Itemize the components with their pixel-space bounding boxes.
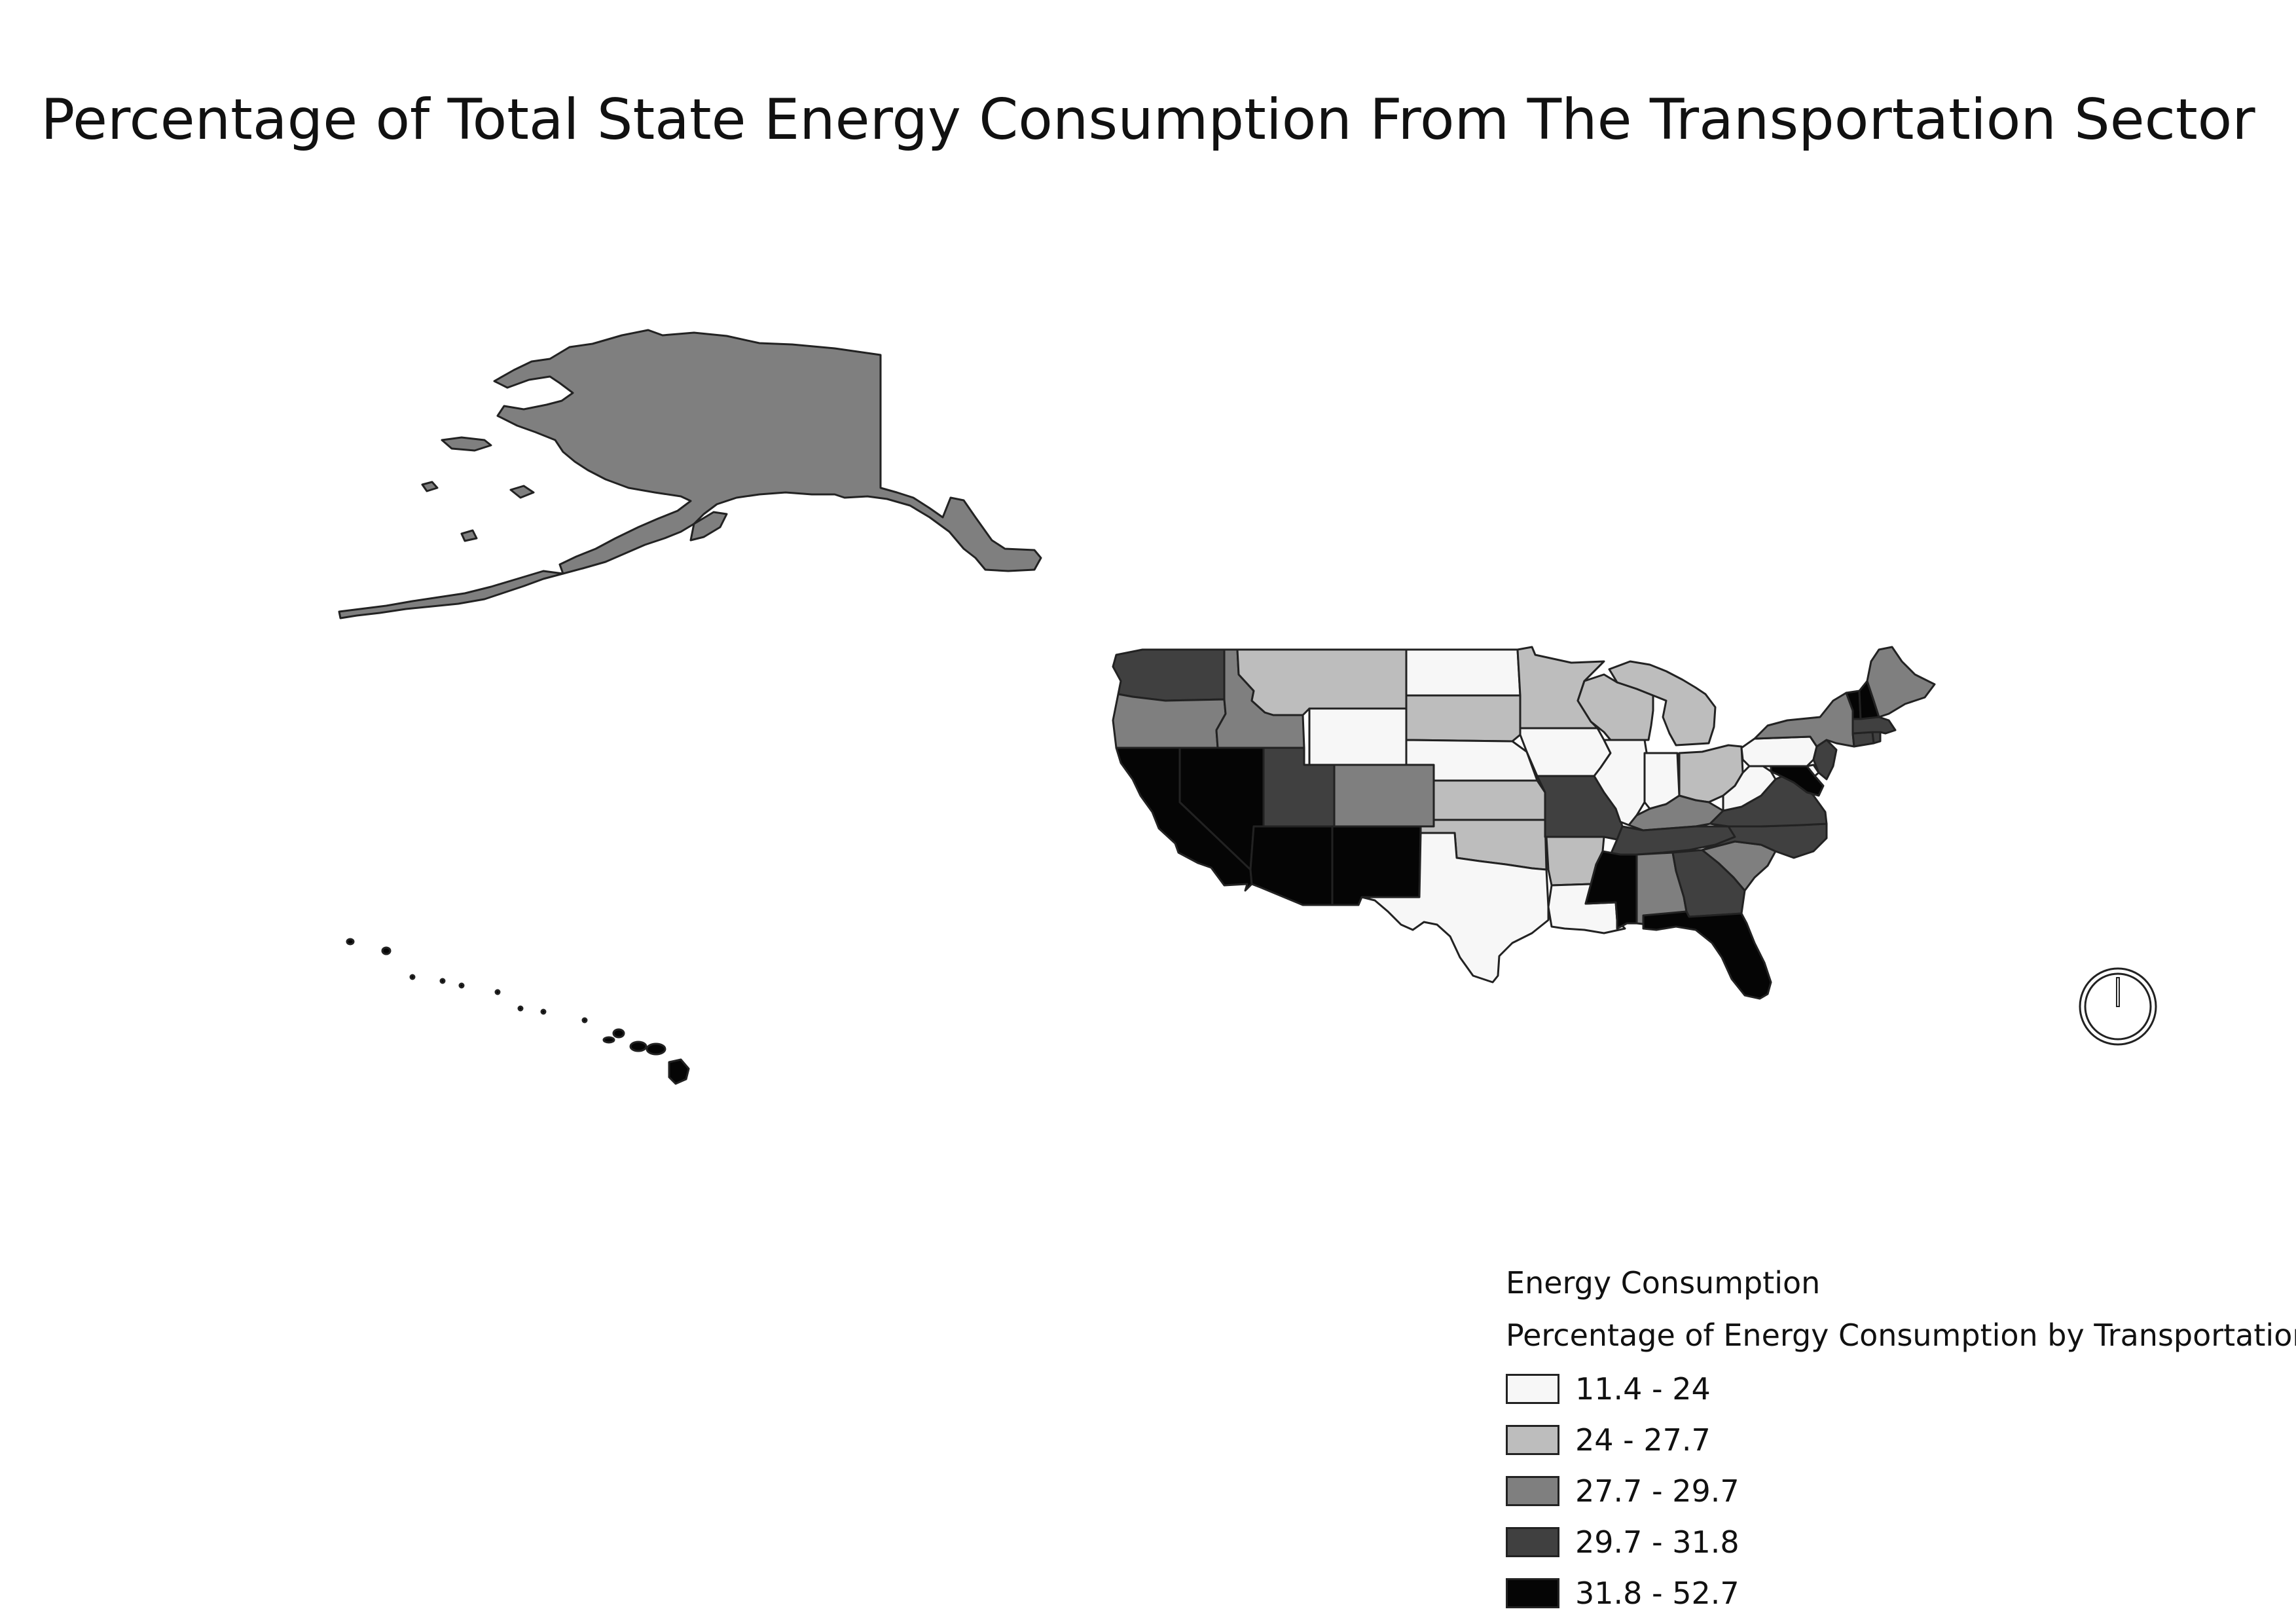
legend-title: Energy Consumption — [1506, 1265, 1821, 1301]
legend-swatch — [1506, 1578, 1559, 1608]
state-AK-island — [441, 436, 492, 452]
state-AK-island — [421, 481, 439, 492]
state-HI-island — [494, 989, 501, 995]
state-CT — [1851, 731, 1875, 748]
legend-label: 24 - 27.7 — [1575, 1422, 1711, 1458]
legend-item: 27.7 - 29.7 — [1506, 1466, 2291, 1517]
legend-swatch — [1506, 1374, 1559, 1404]
state-AK-island — [338, 570, 564, 619]
state-SD — [1405, 694, 1522, 743]
map-legend: Energy Consumption Percentage of Energy … — [1506, 1264, 2296, 1619]
legend-swatch — [1506, 1476, 1559, 1506]
state-DE — [1806, 764, 1820, 777]
state-HI-island — [629, 1041, 647, 1052]
north-arrow — [2079, 967, 2157, 1046]
state-HI — [668, 1058, 690, 1085]
legend-subtitle: Percentage of Energy Consumption by Tran… — [1506, 1318, 2296, 1353]
state-FL — [1642, 910, 1772, 1000]
state-WA — [1112, 648, 1226, 702]
legend-item: 24 - 27.7 — [1506, 1414, 2291, 1466]
state-HI-island — [602, 1036, 615, 1044]
state-MS — [1584, 850, 1638, 930]
legend-label: 29.7 - 31.8 — [1575, 1524, 1740, 1560]
state-TX — [1360, 832, 1550, 984]
legend-label: 11.4 - 24 — [1575, 1371, 1711, 1407]
state-HI-island — [439, 978, 446, 984]
legend-swatch — [1506, 1527, 1559, 1557]
state-NJ — [1812, 739, 1838, 781]
hawaii — [346, 938, 690, 1085]
state-AK-island — [689, 511, 728, 542]
state-WY — [1308, 707, 1408, 766]
map-title: Percentage of Total State Energy Consump… — [41, 87, 2255, 153]
state-HI-island — [409, 974, 416, 980]
state-IA — [1519, 727, 1612, 777]
state-HI-island — [646, 1043, 666, 1056]
state-HI-island — [517, 1005, 524, 1012]
north-arrow-icon — [2084, 972, 2152, 1041]
state-VT — [1845, 690, 1862, 720]
north-arrow-needle — [2116, 977, 2120, 1007]
state-ND — [1405, 648, 1522, 697]
state-CO — [1333, 764, 1435, 828]
state-AZ — [1249, 825, 1334, 906]
state-HI-island — [612, 1028, 625, 1039]
state-NM — [1331, 825, 1422, 906]
north-arrow-icon — [2079, 967, 2157, 1046]
legend-swatch — [1506, 1425, 1559, 1455]
legend-item: 31.8 - 52.7 — [1506, 1568, 2291, 1619]
legend-item: 11.4 - 24 — [1506, 1363, 2291, 1414]
legend-label: 27.7 - 29.7 — [1575, 1473, 1740, 1509]
state-HI-island — [381, 946, 392, 955]
state-MT — [1236, 648, 1408, 716]
state-PA — [1740, 735, 1818, 767]
alaska — [338, 329, 1042, 619]
state-AK-island — [509, 485, 535, 499]
state-HI-island — [458, 982, 465, 989]
contiguous-us — [1112, 646, 1936, 1000]
state-AK-island — [460, 529, 478, 542]
state-OR — [1112, 693, 1227, 749]
state-KS — [1432, 779, 1546, 821]
state-ME — [1866, 646, 1936, 718]
state-RI — [1871, 731, 1882, 745]
legend-item: 29.7 - 31.8 — [1506, 1517, 2291, 1568]
state-MI — [1608, 660, 1717, 747]
state-HI-island — [581, 1017, 588, 1024]
state-AK — [493, 329, 1042, 575]
state-HI-island — [540, 1008, 547, 1015]
state-MA — [1851, 716, 1897, 735]
state-HI-island — [346, 938, 355, 946]
legend-label: 31.8 - 52.7 — [1575, 1576, 1740, 1611]
